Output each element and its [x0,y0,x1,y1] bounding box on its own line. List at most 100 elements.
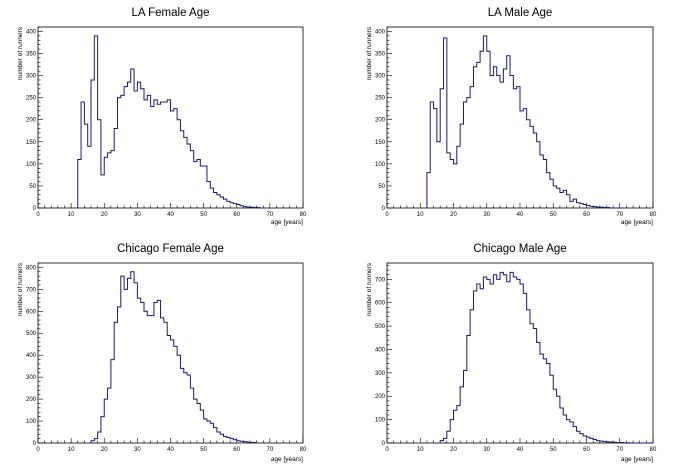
histogram-bin [530,324,533,443]
y-tick-label: 700 [375,277,386,283]
x-tick-label: 60 [233,212,240,218]
histogram-bin [194,399,197,443]
histogram-bin [204,419,207,443]
histogram-bin [157,104,160,208]
y-tick-label: 300 [26,74,37,80]
histogram-bin [553,186,556,208]
y-axis-label: number of runners [366,26,373,80]
histogram-bin [187,144,190,208]
x-tick-label: 60 [583,212,590,218]
histogram-bin [527,120,530,208]
x-tick-label: 50 [550,447,557,453]
histogram-bin [184,373,187,443]
histogram-bins [427,36,610,208]
histogram-bin [194,162,197,208]
histogram-bin [567,195,570,208]
y-tick-label: 500 [26,331,37,337]
histogram-bin [540,155,543,208]
x-tick-label: 80 [650,447,657,453]
y-tick-label: 100 [375,162,386,168]
histogram-bin [500,82,503,208]
y-tick-label: 50 [378,184,385,190]
histogram-bin [540,354,543,443]
x-tick-label: 10 [68,447,75,453]
histogram-bin [227,438,230,443]
chart-title: LA Male Age [488,7,553,19]
histogram-bin [197,159,200,208]
histogram-outline [426,35,624,209]
y-tick-label: 0 [33,206,37,212]
histogram-bin [118,307,121,443]
histogram-bin [141,89,144,208]
x-tick-label: 50 [550,212,557,218]
histogram-bin [510,272,513,443]
histogram-bin [154,303,157,443]
y-tick-label: 150 [375,140,386,146]
x-tick-label: 30 [483,212,490,218]
x-tick-label: 0 [36,447,40,453]
y-tick-label: 0 [382,206,386,212]
histogram-bin [127,82,130,208]
histogram-outline [77,35,267,209]
histogram-bin [530,126,533,208]
histogram-bin [537,342,540,443]
histogram-bin [171,111,174,208]
x-tick-label: 20 [101,212,108,218]
x-axis-label: age [years] [271,219,303,226]
x-tick-label: 0 [385,447,389,453]
y-tick-label: 400 [375,29,386,35]
histogram-bin [493,67,496,208]
histogram-bin [108,153,111,208]
histogram-bin [144,100,147,208]
x-tick-label: 70 [267,212,274,218]
histogram-bin [527,310,530,443]
y-axis-label: number of runners [366,262,373,316]
x-tick-label: 30 [483,447,490,453]
x-tick-label: 80 [300,212,307,218]
x-tick-label: 30 [134,212,141,218]
histogram-bin [137,82,140,208]
x-tick-label: 60 [233,447,240,453]
histogram-bin [487,279,490,443]
y-tick-label: 350 [26,51,37,57]
y-tick-label: 0 [382,441,386,447]
histogram-bin [124,289,127,443]
histogram-bin [480,289,483,443]
x-tick-label: 10 [417,447,424,453]
x-axis-label: age [years] [621,456,653,463]
histogram-bin [214,193,217,208]
x-axis-label: age [years] [621,219,653,226]
histogram-bin [167,335,170,443]
histogram-bin [517,279,520,443]
histogram-bin [467,98,470,208]
histogram-bin [167,100,170,208]
x-tick-label: 20 [450,212,457,218]
histogram-bin [171,340,174,443]
histogram-bin [510,76,513,208]
histogram-bin [200,410,203,443]
x-tick-label: 80 [300,447,307,453]
histogram-bin [593,439,596,443]
histogram-bin [101,175,104,208]
histogram-bin [470,87,473,208]
histogram-bin [533,328,536,443]
histogram-bins [78,36,260,208]
y-tick-label: 200 [26,397,37,403]
histogram-bin [507,56,510,208]
histogram-bin [473,67,476,208]
histogram-bin [434,109,437,208]
x-tick-label: 10 [417,212,424,218]
y-tick-label: 400 [26,353,37,359]
y-tick-label: 400 [26,29,37,35]
histogram-bin [151,106,154,208]
chart-title: Chicago Female Age [117,243,224,255]
histogram-bin [543,359,546,443]
y-tick-label: 50 [29,184,36,190]
x-tick-label: 80 [650,212,657,218]
histogram-bin [477,62,480,208]
histogram-bin [134,91,137,208]
y-tick-label: 100 [26,162,37,168]
y-tick-label: 250 [26,96,37,102]
histogram-outline [90,271,258,444]
